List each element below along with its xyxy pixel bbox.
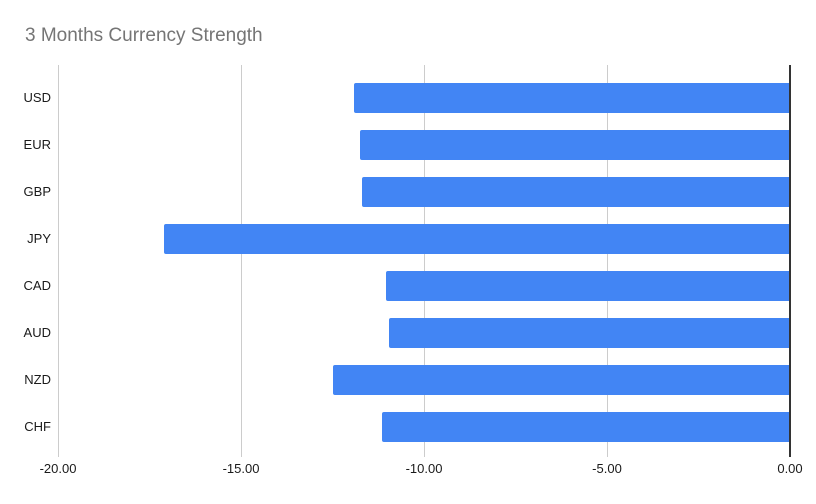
x-axis-label: -20.00 (39, 461, 77, 476)
bar-usd[interactable] (354, 83, 790, 113)
bar-chf[interactable] (381, 412, 790, 442)
gridline (606, 65, 608, 457)
gridline (240, 65, 242, 457)
bar-series (58, 65, 790, 457)
bar-jpy[interactable] (164, 224, 790, 254)
y-axis-label-gbp: GBP (23, 184, 51, 199)
bar-cad[interactable] (385, 271, 790, 301)
gridline (423, 65, 425, 457)
plot-area (57, 65, 791, 457)
y-axis-label-cad: CAD (23, 278, 51, 293)
y-axis-labels: USD EUR GBP JPY CAD AUD NZD CHF (0, 65, 58, 457)
bar-eur[interactable] (359, 130, 790, 160)
bar-gbp[interactable] (361, 177, 790, 207)
bar-aud[interactable] (389, 318, 790, 348)
x-axis-label: -10.00 (405, 461, 443, 476)
y-axis-label-aud: AUD (23, 325, 51, 340)
x-axis-label: -5.00 (592, 461, 622, 476)
x-axis-labels: -20.00 -15.00 -10.00 -5.00 0.00 (0, 461, 816, 479)
zero-axis-line (789, 65, 791, 457)
chart-title: 3 Months Currency Strength (25, 25, 263, 46)
y-axis-label-usd: USD (23, 90, 51, 105)
y-axis-label-nzd: NZD (24, 372, 51, 387)
gridline (57, 65, 59, 457)
x-axis-label: -15.00 (222, 461, 260, 476)
y-axis-label-chf: CHF (24, 419, 51, 434)
y-axis-label-eur: EUR (23, 137, 51, 152)
x-axis-label: 0.00 (777, 461, 803, 476)
y-axis-label-jpy: JPY (27, 231, 51, 246)
bar-nzd[interactable] (332, 365, 790, 395)
